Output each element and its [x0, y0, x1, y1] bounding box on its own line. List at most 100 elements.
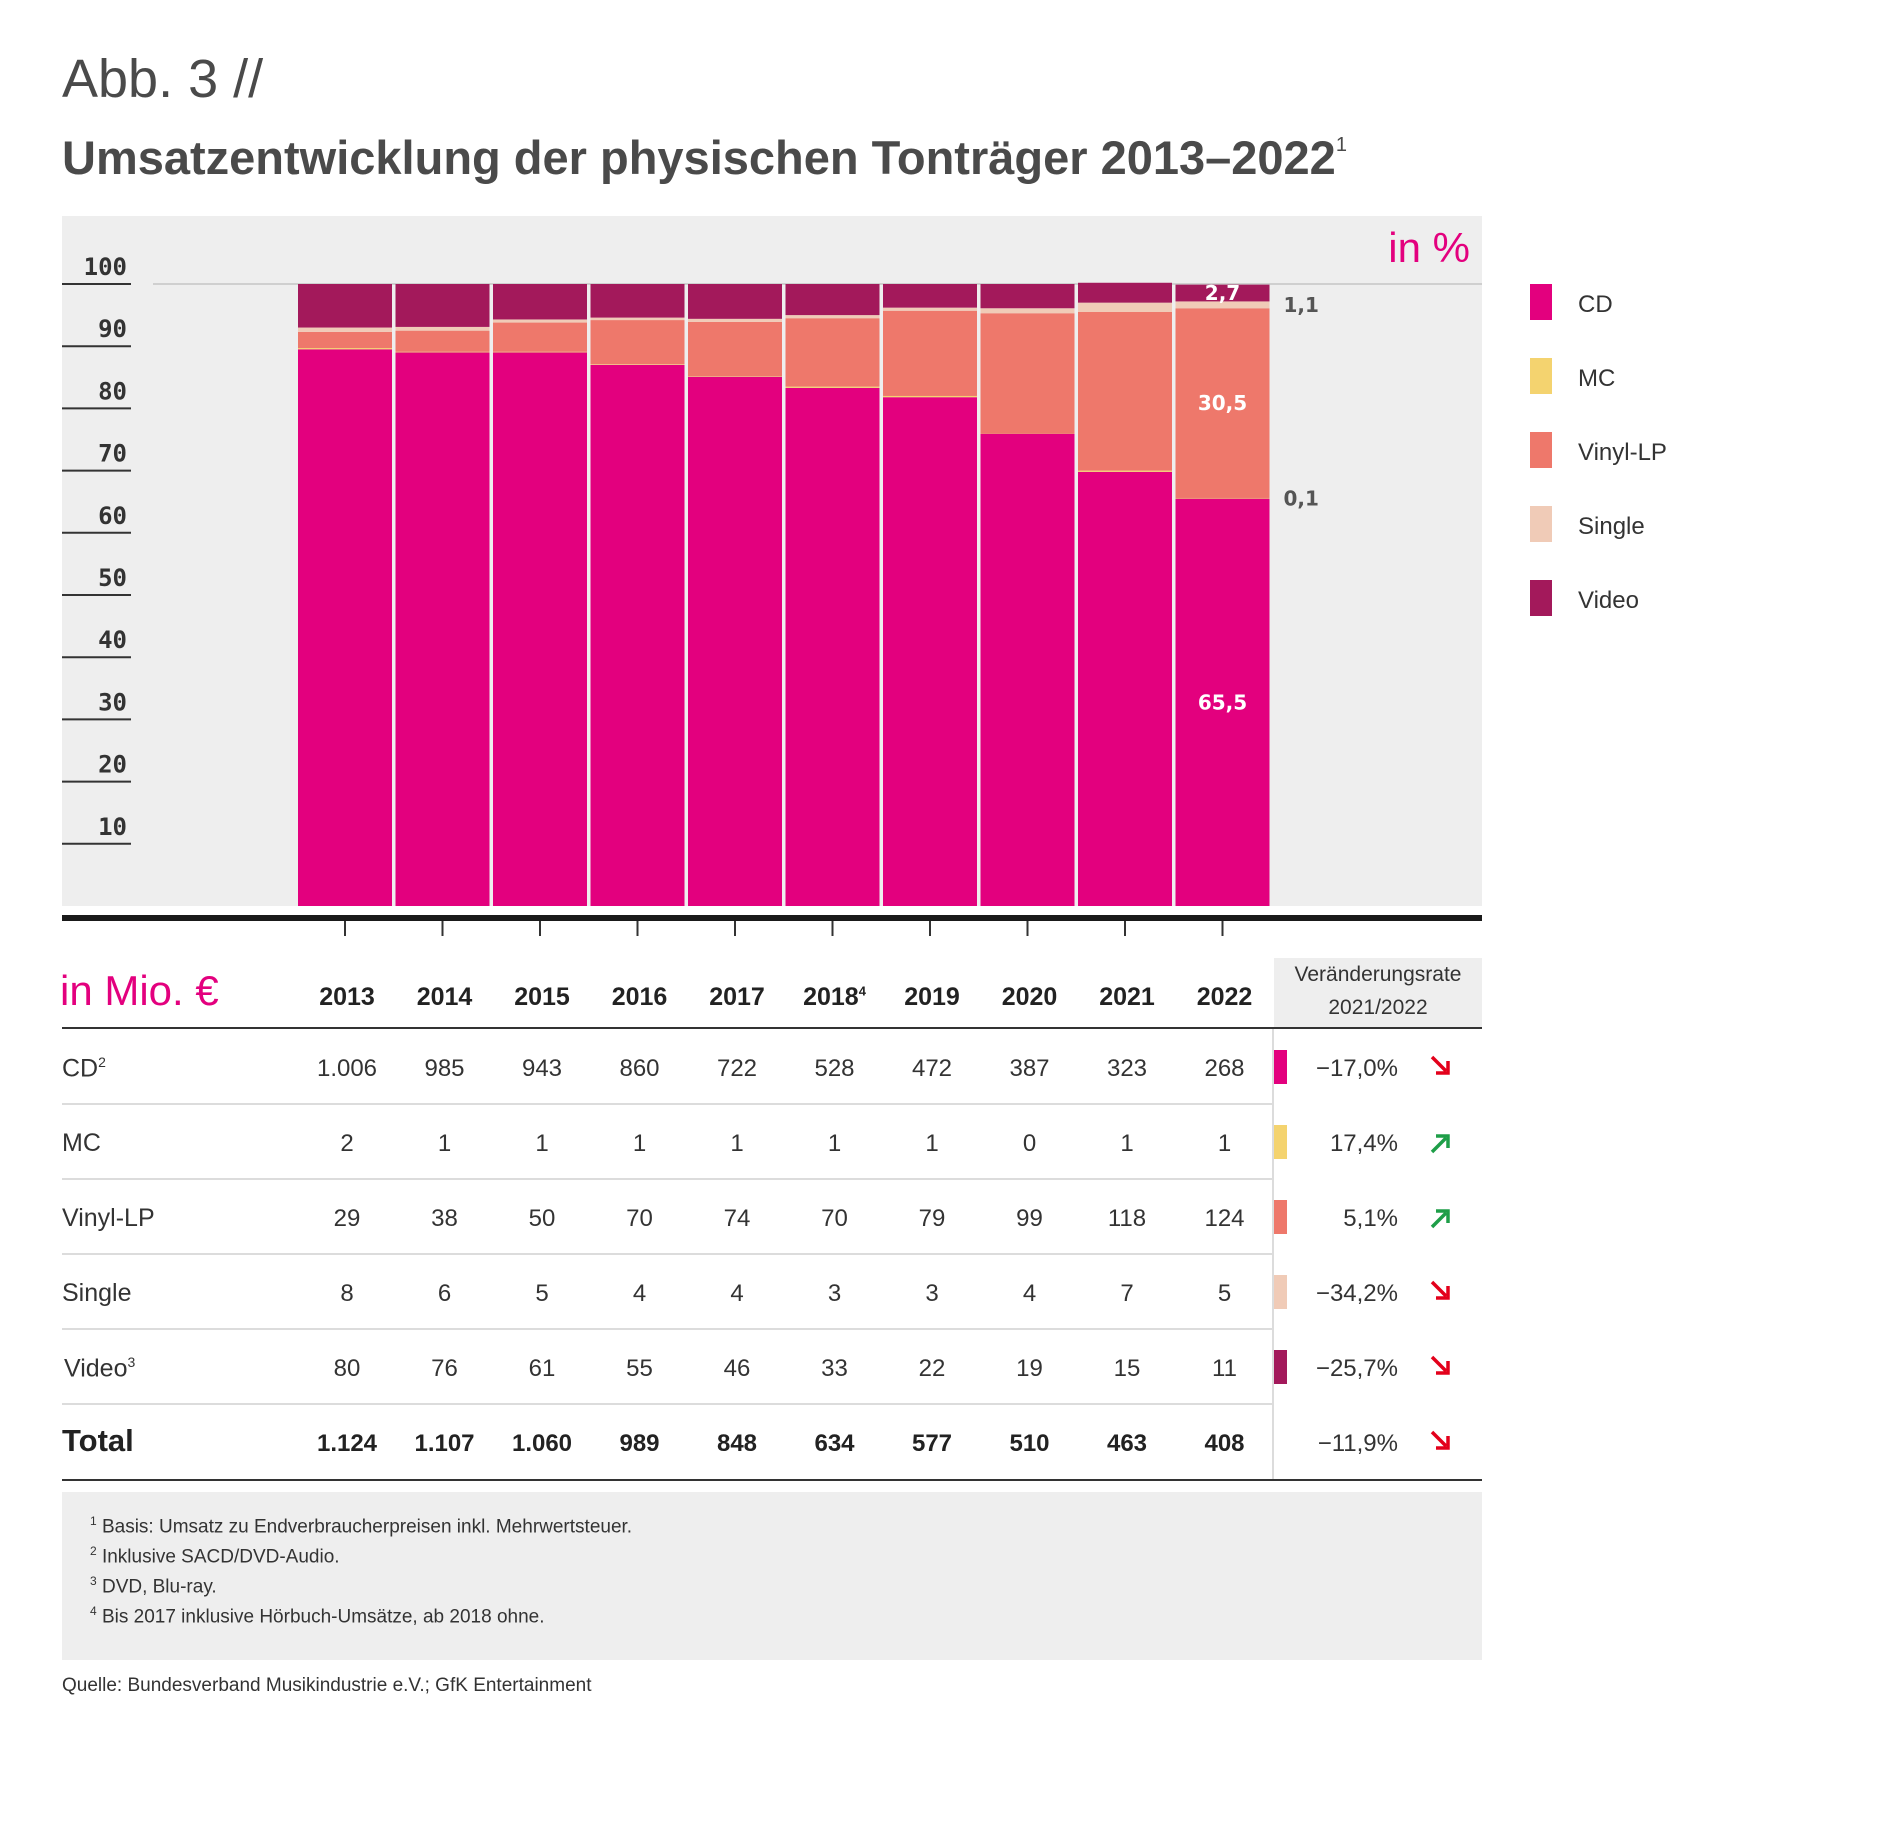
data-label-outside: 1,1 [1284, 293, 1319, 317]
total-cell: 510 [1009, 1430, 1050, 1457]
bar-segment-cd-2013 [298, 349, 392, 906]
bar-segment-cd-2019 [883, 397, 977, 906]
bar-segment-single-2014 [395, 326, 490, 331]
bar-segment-video-2020 [980, 284, 1075, 309]
table-cell: 2 [340, 1130, 354, 1157]
table-cell: 50 [528, 1205, 556, 1232]
bar-segment-vinyl-lp-2013 [298, 331, 392, 349]
bar-segment-single-2016 [590, 317, 685, 321]
table-cell: 1 [730, 1130, 744, 1157]
y-tick-label: 30 [98, 688, 127, 716]
year-header-2015: 2015 [514, 983, 570, 1011]
table-cell: 387 [1009, 1055, 1050, 1082]
bar-segment-mc-2016 [590, 364, 685, 365]
bar-segment-single-2020 [980, 308, 1075, 314]
total-cell: 463 [1106, 1430, 1148, 1457]
y-tick-label: 10 [98, 813, 127, 841]
table-cell: 5 [535, 1280, 549, 1307]
table-cell: 33 [821, 1355, 848, 1382]
footnote-3: 3 DVD, Blu-ray. [90, 1574, 217, 1598]
row-label-video: Video3 [64, 1354, 136, 1383]
table-cell: 22 [918, 1355, 946, 1382]
bar-segment-mc-2015 [493, 351, 587, 353]
rate-color-swatch [1274, 1050, 1287, 1084]
bar-segment-vinyl-lp-2020 [980, 313, 1075, 434]
legend-label: MC [1578, 365, 1616, 392]
figure-label: Abb. 3 // [62, 49, 264, 109]
bar-segment-cd-2021 [1078, 471, 1172, 906]
bar-segment-vinyl-lp-2018 [785, 318, 880, 387]
footnote-4: 4 Bis 2017 inklusive Hörbuch-Umsätze, ab… [90, 1604, 545, 1628]
bar-segment-vinyl-lp-2015 [493, 322, 587, 352]
trend-up-arrow-icon [1430, 1209, 1450, 1229]
bar-segment-single-2017 [688, 318, 782, 322]
y-tick-label: 20 [98, 751, 127, 779]
table-cell: 38 [431, 1205, 458, 1232]
table-cell: 528 [814, 1055, 855, 1082]
table-cell: 1 [437, 1130, 452, 1157]
bar-segment-cd-2014 [395, 352, 490, 906]
bar-segment-cd-2016 [590, 364, 685, 906]
legend-label: Single [1578, 513, 1645, 540]
chart-unit-label: in % [1388, 224, 1470, 271]
bar-segment-vinyl-lp-2016 [590, 320, 685, 365]
bar-segment-video-2014 [395, 284, 490, 327]
change-rate-header-period: 2021/2022 [1328, 996, 1428, 1019]
bar-segment-single-2018 [785, 315, 880, 319]
table-cell: 4 [1022, 1280, 1037, 1307]
bar-segment-mc-2019 [883, 395, 977, 398]
bar-segment-video-2017 [688, 284, 782, 319]
row-divider [62, 1178, 1272, 1180]
legend-swatch [1530, 284, 1552, 320]
table-cell: 722 [716, 1055, 758, 1082]
table-cell: 323 [1106, 1055, 1148, 1082]
bar-segment-cd-2017 [688, 376, 782, 907]
total-cell: 577 [911, 1430, 953, 1457]
total-cell: 1.060 [511, 1430, 573, 1457]
table-cell: 11 [1212, 1355, 1237, 1382]
bar-segment-cd-2022 [1175, 498, 1270, 906]
bar-segment-video-2021 [1078, 282, 1172, 303]
year-header-2013: 2013 [319, 983, 375, 1011]
table-unit-label: in Mio. € [60, 967, 219, 1014]
legend-swatch [1530, 506, 1552, 542]
table-cell: 1 [1217, 1130, 1232, 1157]
legend-swatch [1530, 580, 1552, 616]
table-cell: 268 [1204, 1055, 1245, 1082]
bar-segment-cd-2015 [493, 352, 587, 906]
trend-down-arrow-icon [1430, 1280, 1450, 1300]
stacked-bar-chart: in % 100 90 80 70 60 50 40 30 20 10 2,7 30,5 65,5 1,1 0… [62, 216, 1482, 936]
table-cell: 80 [333, 1355, 361, 1382]
row-label-single: Single [62, 1279, 132, 1307]
year-header-2020: 2020 [1001, 983, 1058, 1011]
bar-segment-single-2022 [1175, 301, 1270, 309]
change-rate-header: Veränderungsrate 2021/2022 [1274, 958, 1482, 1028]
table-cell: 29 [333, 1205, 361, 1232]
year-header-2016: 2016 [611, 983, 668, 1011]
bar-segment-video-2016 [590, 284, 685, 318]
bar-segment-mc-2017 [688, 376, 782, 377]
row-divider [62, 1403, 1272, 1405]
row-label-total: Total [62, 1423, 134, 1458]
rate-color-swatch [1274, 1275, 1287, 1309]
row-divider [62, 1328, 1272, 1330]
bar-segment-mc-2013 [298, 348, 392, 350]
bar-segment-single-2015 [493, 319, 587, 323]
table-cell: 1.006 [316, 1055, 378, 1082]
row-label-mc: MC [62, 1129, 101, 1157]
legend-label: CD [1578, 291, 1613, 318]
table-cell: 5 [1217, 1280, 1232, 1307]
year-header-2014: 2014 [416, 983, 473, 1011]
table-cell: 118 [1107, 1205, 1147, 1232]
table-cell: 19 [1016, 1355, 1043, 1382]
table-cell: 1 [827, 1130, 842, 1157]
table-cell: 1 [632, 1130, 647, 1157]
table-bottom-line [62, 1479, 1482, 1481]
bar-segment-cd-2018 [785, 387, 880, 906]
header-divider [62, 1027, 1482, 1029]
table-cell: 0 [1022, 1130, 1037, 1157]
legend-label: Vinyl-LP [1578, 439, 1667, 466]
table-cell: 3 [827, 1280, 842, 1307]
table-cell: 943 [521, 1055, 563, 1082]
table-cell: 7 [1120, 1280, 1134, 1307]
